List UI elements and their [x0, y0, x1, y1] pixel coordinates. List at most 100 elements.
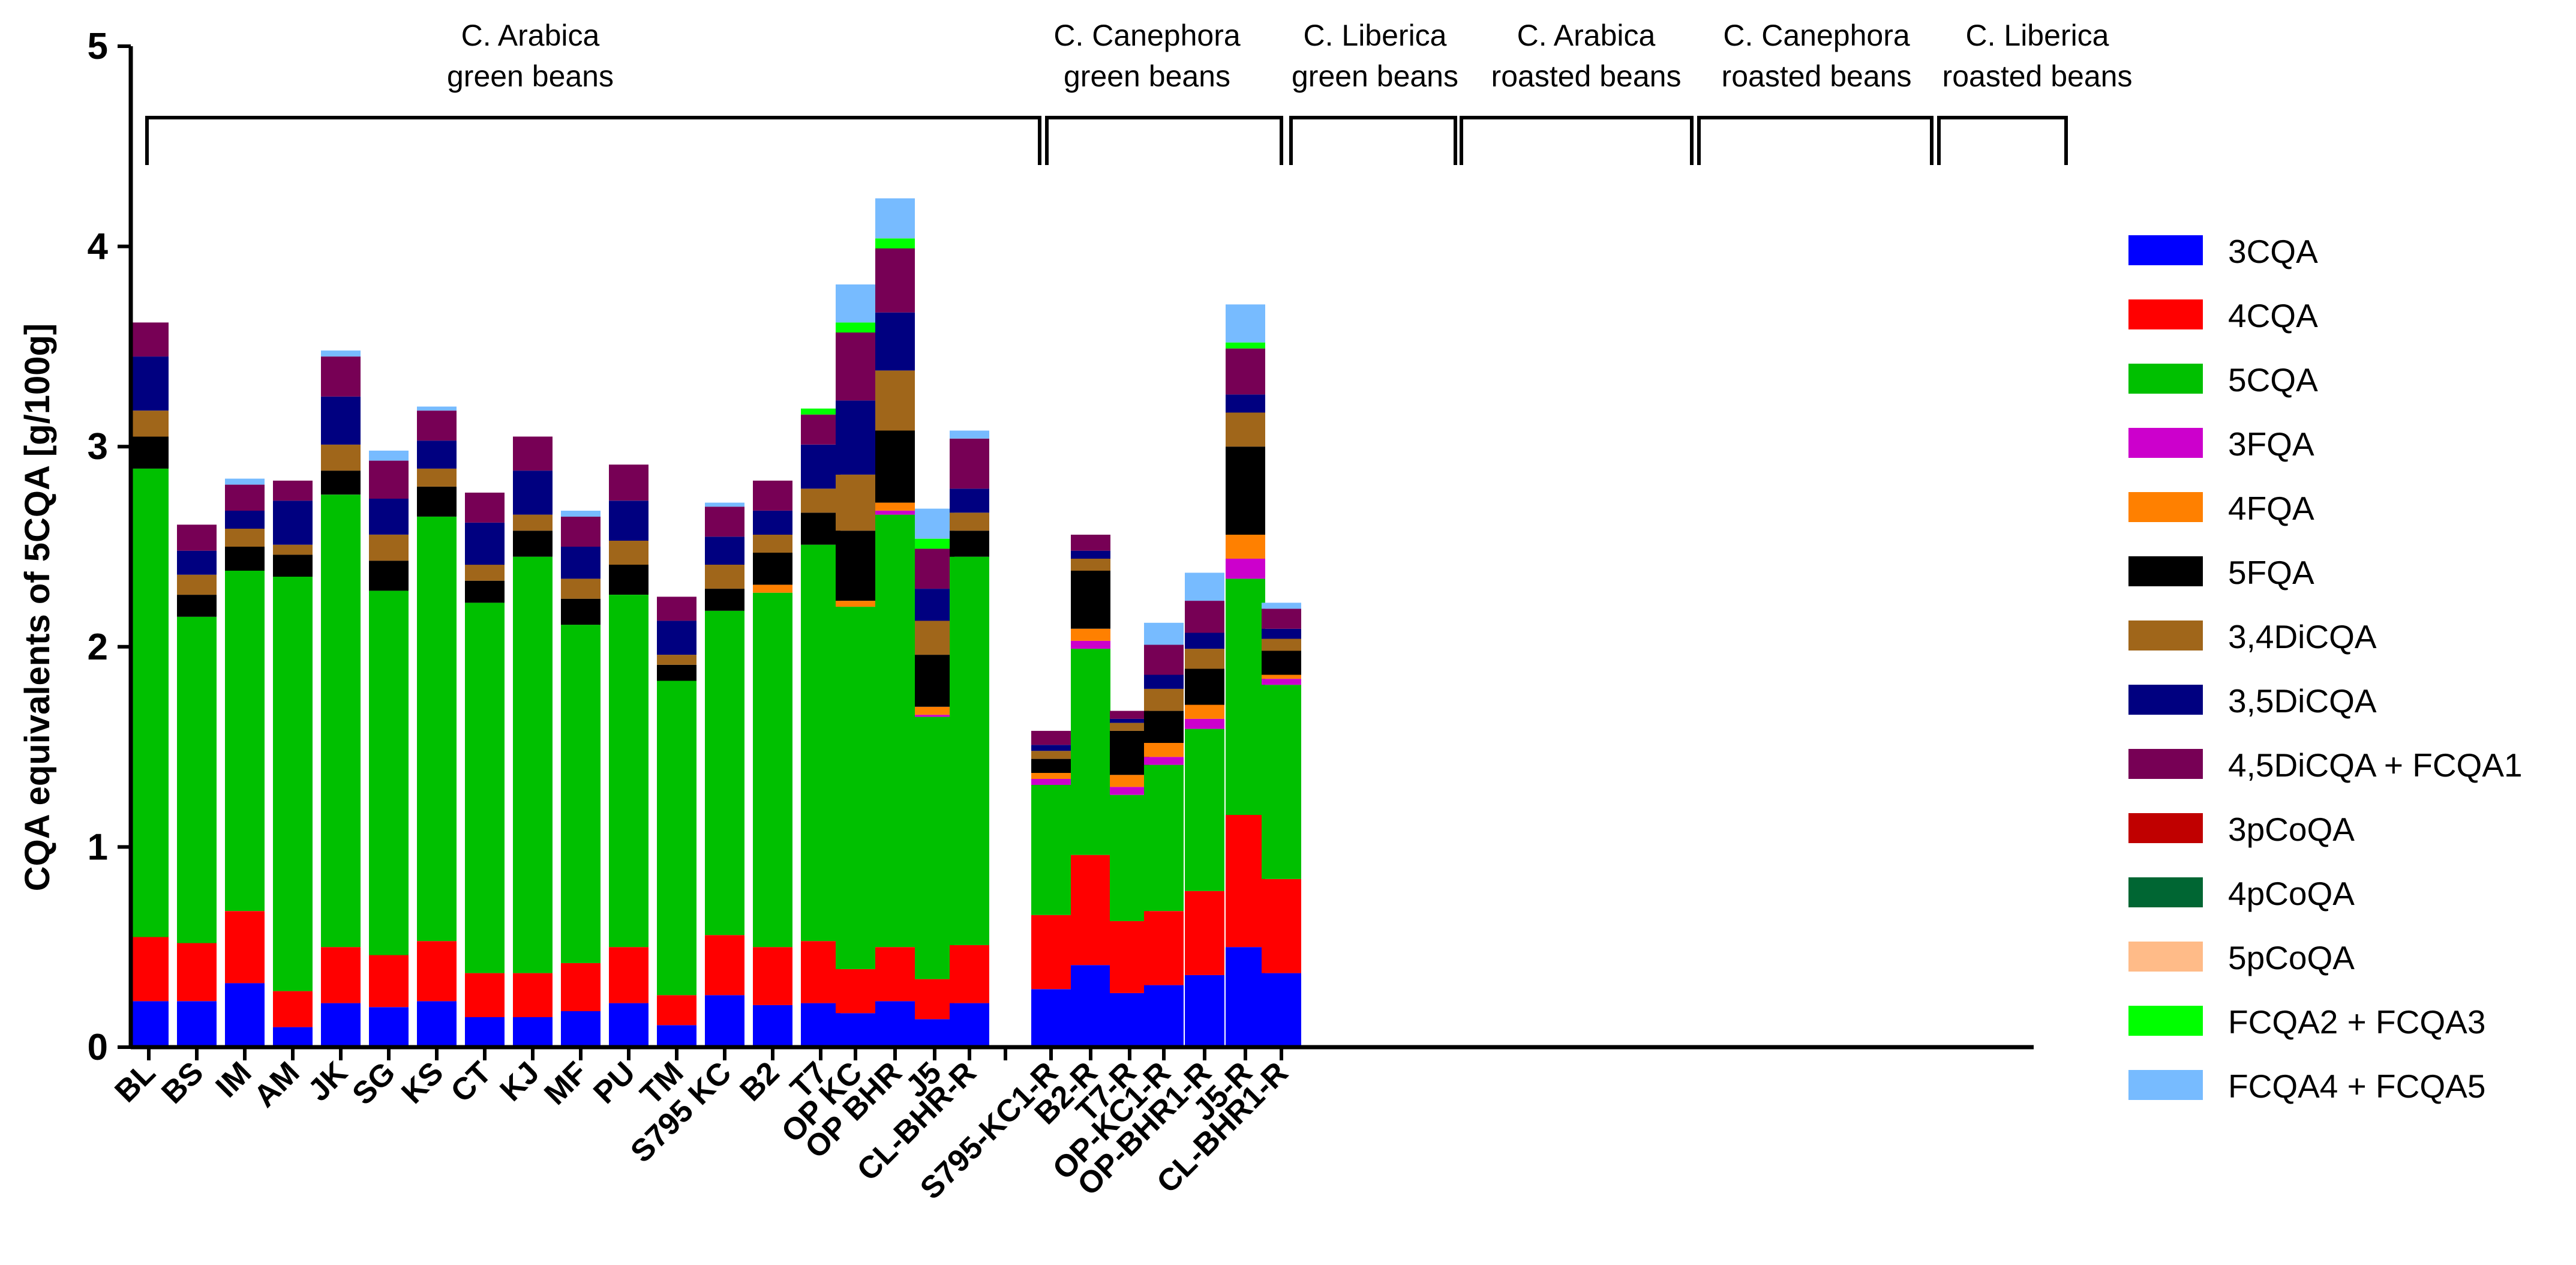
bar-segment: [609, 565, 648, 595]
bar-segment: [561, 511, 601, 517]
y-tick-label: 3: [88, 426, 108, 467]
bar-segment: [465, 580, 505, 603]
y-tick-label: 4: [88, 226, 109, 268]
bar-segment: [1185, 601, 1224, 633]
bar-segment: [875, 370, 915, 431]
bar-segment: [513, 973, 553, 1017]
y-tick-label: 0: [88, 1027, 108, 1068]
bar-segment: [1226, 304, 1265, 343]
bar-segment: [273, 480, 313, 501]
bar-segment: [513, 556, 553, 973]
bar-segment: [321, 494, 361, 948]
bar-segment: [875, 248, 915, 313]
bar-segment: [1110, 730, 1149, 775]
legend-swatch: [2128, 877, 2203, 907]
bar-segment: [513, 436, 553, 471]
legend-label: FCQA2 + FCQA3: [2228, 1003, 2485, 1041]
y-tick-label: 1: [88, 826, 108, 868]
bar-segment: [836, 607, 875, 969]
bar-segment: [753, 592, 792, 948]
bar-segment: [561, 578, 601, 599]
bar-segment: [1110, 787, 1149, 795]
bar-segment: [177, 595, 217, 617]
bar-segment: [609, 500, 648, 541]
legend-swatch: [2128, 299, 2203, 329]
bar-segment: [1031, 773, 1071, 779]
bar-segment: [801, 544, 840, 942]
x-category-label: MF: [538, 1055, 594, 1111]
legend-swatch: [2128, 1070, 2203, 1100]
bar-segment: [915, 589, 954, 621]
group-label: C. Liberica: [1966, 19, 2109, 52]
bar-segment: [836, 322, 875, 333]
bar-segment: [705, 610, 744, 936]
bar-segment: [513, 1017, 553, 1047]
bar-segment: [1262, 639, 1301, 651]
bar-segment: [1226, 446, 1265, 535]
bar-segment: [1226, 394, 1265, 413]
group-label: roasted beans: [1942, 59, 2133, 93]
bar-segment: [915, 715, 954, 717]
bar-segment: [1226, 412, 1265, 447]
bar-segment: [753, 511, 792, 535]
bar-segment: [177, 524, 217, 551]
bar-segment: [915, 655, 954, 707]
bar-segment: [836, 332, 875, 401]
group-label: C. Arabica: [1517, 19, 1656, 52]
bar-segment: [1262, 675, 1301, 679]
bar-segment: [753, 535, 792, 553]
bar-segment: [1226, 348, 1265, 395]
bar-segment: [657, 596, 696, 621]
bar-segment: [561, 547, 601, 579]
bar-segment: [1071, 640, 1110, 649]
bar-segment: [1144, 645, 1184, 675]
bar-segment: [801, 1003, 840, 1047]
bar-segment: [1226, 578, 1265, 815]
bar-segment: [705, 506, 744, 537]
bar-segment: [1262, 973, 1301, 1047]
bar-segment: [129, 937, 169, 1002]
bar-segment: [417, 468, 457, 487]
bar-segment: [1071, 649, 1110, 855]
bar-segment: [1262, 879, 1301, 973]
legend-swatch: [2128, 364, 2203, 394]
bar-segment: [1031, 751, 1071, 759]
bar-segment: [753, 584, 792, 593]
legend: 3CQA 4CQA 5CQA 3FQA 4FQA 5FQA 3,4DiCQA 3,5DiCQA…: [2128, 233, 2523, 1105]
bar-segment: [609, 541, 648, 565]
bar-segment: [1110, 795, 1149, 921]
bar-segment: [369, 450, 409, 461]
bar-segment: [369, 460, 409, 499]
bar-segment: [950, 512, 989, 531]
bar-segment: [321, 947, 361, 1003]
bar-segment: [1031, 759, 1071, 773]
bar-segment: [273, 500, 313, 545]
bar-segment: [321, 1003, 361, 1047]
bar-segment: [177, 943, 217, 1002]
bar-segment: [465, 565, 505, 581]
bar-segment: [1226, 559, 1265, 579]
bar-segment: [273, 554, 313, 577]
group-bracket: [145, 116, 1041, 165]
y-tick-label: 2: [88, 626, 108, 668]
bar-segment: [1185, 669, 1224, 705]
group-label: roasted beans: [1491, 59, 1682, 93]
group-label: C. Canephora: [1723, 19, 1910, 52]
group-label: C. Arabica: [461, 19, 600, 52]
bar-segment: [915, 1019, 954, 1047]
bar-segment: [705, 502, 744, 507]
bar-segment: [1144, 911, 1184, 985]
bar-segment: [836, 474, 875, 531]
bar-segment: [1262, 685, 1301, 879]
bar-segment: [417, 440, 457, 469]
group-brackets: C. Arabica green beans C. Canephora green b…: [145, 19, 2133, 165]
bar-segment: [321, 356, 361, 397]
bar-segment: [801, 444, 840, 489]
bar-segment: [657, 995, 696, 1026]
legend-label: 5CQA: [2228, 361, 2318, 398]
bar-segment: [1071, 965, 1110, 1047]
bar-segment: [561, 598, 601, 625]
group-label: green beans: [1292, 59, 1458, 93]
bar-segment: [609, 595, 648, 948]
